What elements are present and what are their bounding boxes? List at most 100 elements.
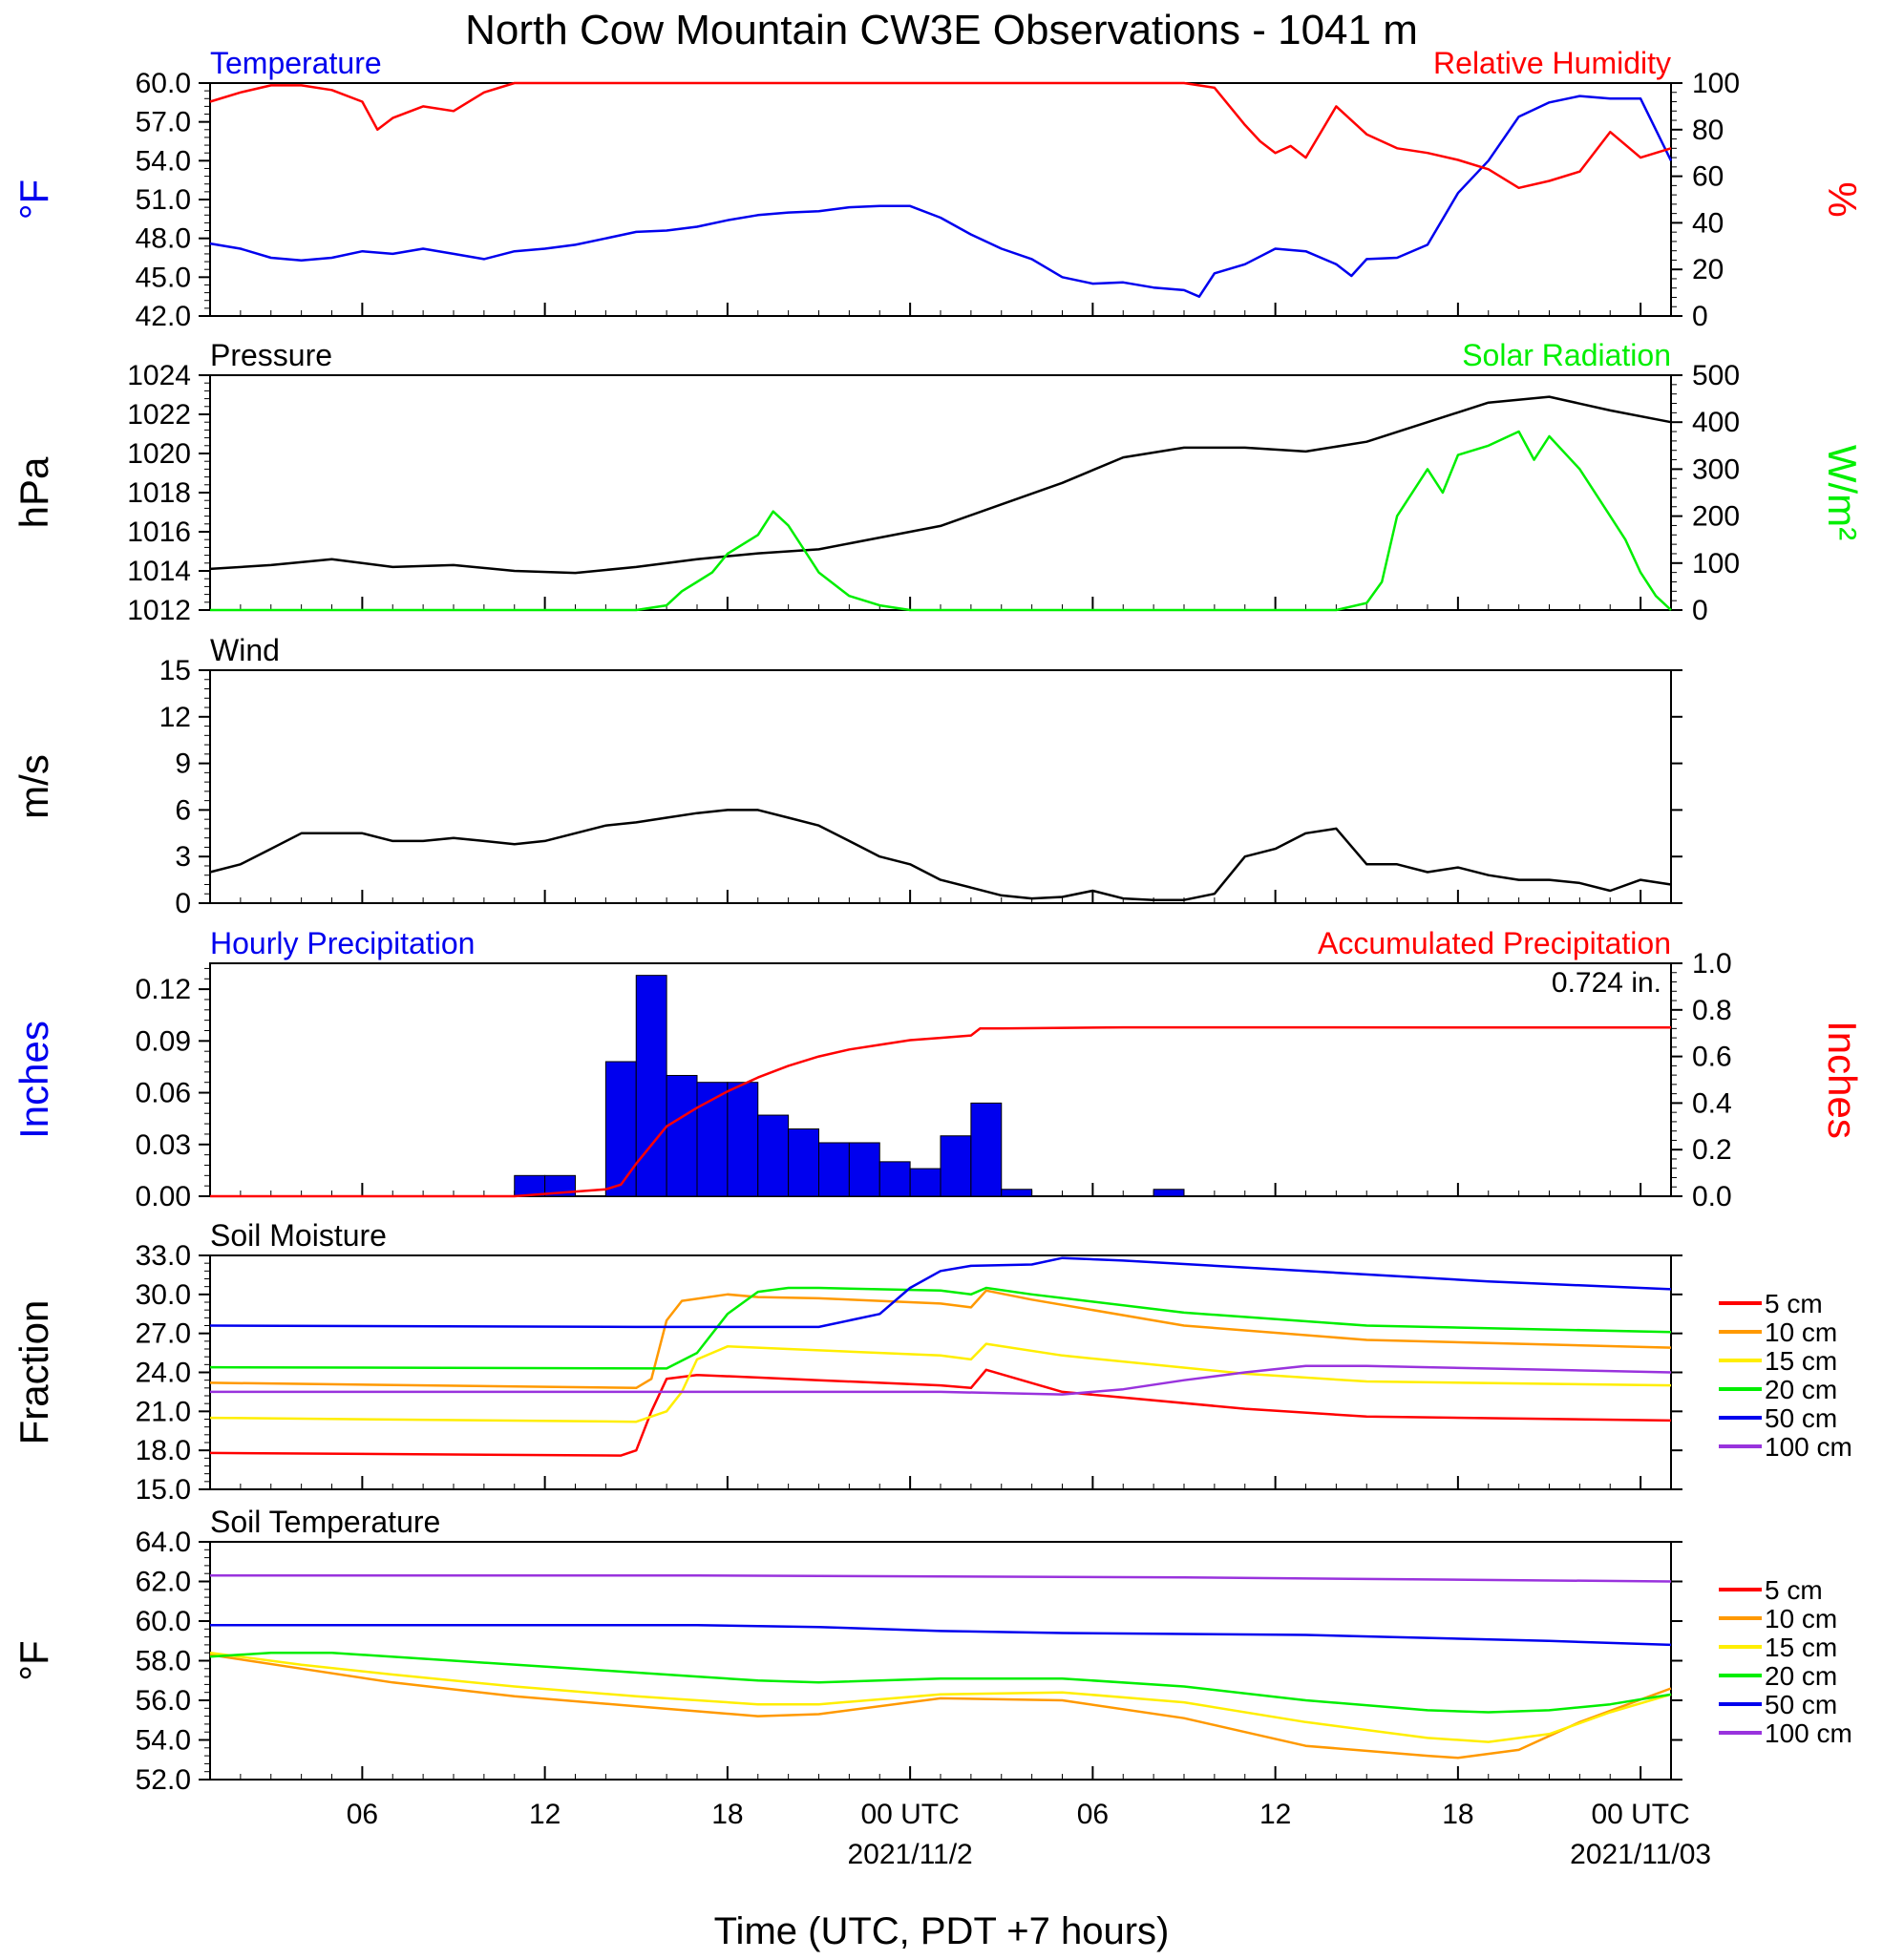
panel-2: 0 3 6 9 12 15 Wind m/s (11, 633, 1682, 919)
y-tick-label: 15 (159, 655, 191, 686)
legend-label: 100 cm (1765, 1432, 1852, 1462)
series-line-wind (209, 809, 1672, 901)
series-line-accumulated-precipitation (210, 1025, 1672, 1198)
y-tick-label: 33.0 (136, 1240, 191, 1272)
precip-bar (848, 1142, 880, 1197)
precip-bar (696, 1082, 729, 1197)
accumulated-total-label: 0.724 in. (1552, 967, 1661, 999)
y-axis-label-right: % (1820, 181, 1865, 217)
y-tick-label: 0.09 (136, 1025, 191, 1057)
precip-bar (727, 1082, 759, 1197)
legend-label: 15 cm (1765, 1633, 1837, 1662)
legend-label: 5 cm (1765, 1575, 1823, 1605)
y-tick-label: 60.0 (136, 1606, 191, 1637)
legend-label: 50 cm (1765, 1403, 1837, 1433)
y-tick-label: 64.0 (136, 1527, 191, 1558)
panel-title-right: Solar Radiation (1462, 338, 1671, 372)
y-axis-label: m/s (11, 754, 56, 819)
y-tick-label: 57.0 (136, 107, 191, 138)
y-axis-label: hPa (11, 456, 56, 528)
y-axis-label: Inches (11, 1021, 56, 1139)
precip-bar (1001, 1189, 1033, 1197)
x-date-label: 2021/11/03 (1570, 1839, 1711, 1870)
series-line-15-cm (209, 1651, 1672, 1743)
y-right-tick-label: 200 (1692, 501, 1740, 533)
legend-label: 20 cm (1765, 1375, 1837, 1404)
y-tick-label: 42.0 (136, 301, 191, 332)
precip-bar (940, 1135, 972, 1197)
series-line-10-cm (209, 1654, 1672, 1760)
y-tick-label: 54.0 (136, 1725, 191, 1757)
x-axis-label: Time (UTC, PDT +7 hours) (714, 1910, 1170, 1952)
x-tick-label: 00 UTC (860, 1799, 959, 1830)
y-tick-label: 62.0 (136, 1567, 191, 1598)
x-tick-label: 06 (347, 1799, 378, 1830)
series-line-temperature (209, 95, 1673, 298)
panel-title-right: Accumulated Precipitation (1318, 926, 1671, 960)
y-tick-label: 1022 (127, 399, 191, 431)
y-right-tick-label: 20 (1692, 254, 1724, 285)
x-tick-label: 06 (1077, 1799, 1109, 1830)
panel-4: 15.0 18.0 21.0 24.0 27.0 30.0 33.0 Soil Moistur… (11, 1218, 1852, 1506)
y-right-tick-label: 60 (1692, 161, 1724, 193)
y-tick-label: 51.0 (136, 184, 191, 216)
series-line-10-cm (209, 1289, 1672, 1390)
y-right-tick-label: 300 (1692, 453, 1740, 485)
series-line-20-cm (209, 1651, 1672, 1714)
precip-bar (1153, 1189, 1185, 1197)
precip-bar (666, 1074, 698, 1197)
precip-bar (757, 1114, 790, 1197)
panels-container: 42.045.048.051.054.057.060.0020406080100… (11, 46, 1865, 1870)
panel-title-left: Soil Temperature (210, 1505, 440, 1539)
y-tick-label: 1024 (127, 360, 191, 391)
precip-bar (604, 1061, 637, 1197)
y-tick-label: 52.0 (136, 1764, 191, 1796)
x-tick-label: 18 (711, 1799, 743, 1830)
panel-title-right: Relative Humidity (1433, 46, 1671, 80)
y-axis-label: °F (11, 1640, 56, 1680)
y-right-tick-label: 500 (1692, 360, 1740, 391)
series-line-15-cm (209, 1342, 1672, 1423)
series-line-pressure (209, 395, 1672, 575)
y-right-tick-label: 80 (1692, 115, 1724, 146)
y-axis-label-right: W/m² (1820, 445, 1865, 540)
y-axis-label: °F (11, 179, 56, 220)
precip-bar (818, 1142, 850, 1197)
series-line-50-cm (210, 1623, 1672, 1647)
y-axis-label-right: Inches (1820, 1021, 1865, 1139)
y-tick-label: 54.0 (136, 145, 191, 177)
y-right-tick-label: 0.6 (1692, 1042, 1732, 1073)
y-tick-label: 12 (159, 702, 191, 733)
panel-0: 42.0 45.0 48.0 51.0 54.0 57.0 60.0 0 20 40 60 80 100… (11, 46, 1865, 332)
panel-5: 52.0 54.0 56.0 58.0 60.0 62.0 64.0 Soil Tempera… (11, 1505, 1852, 1796)
x-tick-label: 00 UTC (1591, 1799, 1689, 1830)
x-tick-label: 12 (529, 1799, 561, 1830)
legend-label: 10 cm (1765, 1317, 1837, 1347)
y-tick-label: 0.03 (136, 1129, 191, 1161)
series-line-100-cm (210, 1574, 1672, 1583)
y-right-tick-label: 0.0 (1692, 1181, 1732, 1212)
y-tick-label: 58.0 (136, 1646, 191, 1677)
panel-title-left: Soil Moisture (210, 1218, 387, 1253)
series-line-relative-humidity (209, 81, 1672, 190)
y-tick-label: 56.0 (136, 1685, 191, 1717)
y-tick-label: 0.12 (136, 974, 191, 1005)
y-tick-label: 60.0 (136, 68, 191, 99)
y-right-tick-label: 100 (1692, 548, 1740, 580)
y-tick-label: 1012 (127, 595, 191, 626)
y-tick-label: 0.06 (136, 1078, 191, 1109)
series-line-50-cm (209, 1256, 1672, 1329)
y-right-tick-label: 0 (1692, 595, 1708, 626)
panel-1: 1012 1014 1016 1018 1020 1022 1024 0 100 200 300 40… (11, 338, 1865, 626)
legend-label: 15 cm (1765, 1346, 1837, 1376)
y-right-tick-label: 0 (1692, 301, 1708, 332)
precip-bar (788, 1128, 819, 1197)
x-date-label: 2021/11/2 (848, 1839, 973, 1870)
legend-label: 5 cm (1765, 1289, 1823, 1318)
x-tick-label: 18 (1442, 1799, 1473, 1830)
y-right-tick-label: 0.4 (1692, 1087, 1732, 1119)
y-tick-label: 1016 (127, 516, 191, 548)
panel-title-left: Hourly Precipitation (210, 926, 475, 960)
y-tick-label: 21.0 (136, 1396, 191, 1427)
